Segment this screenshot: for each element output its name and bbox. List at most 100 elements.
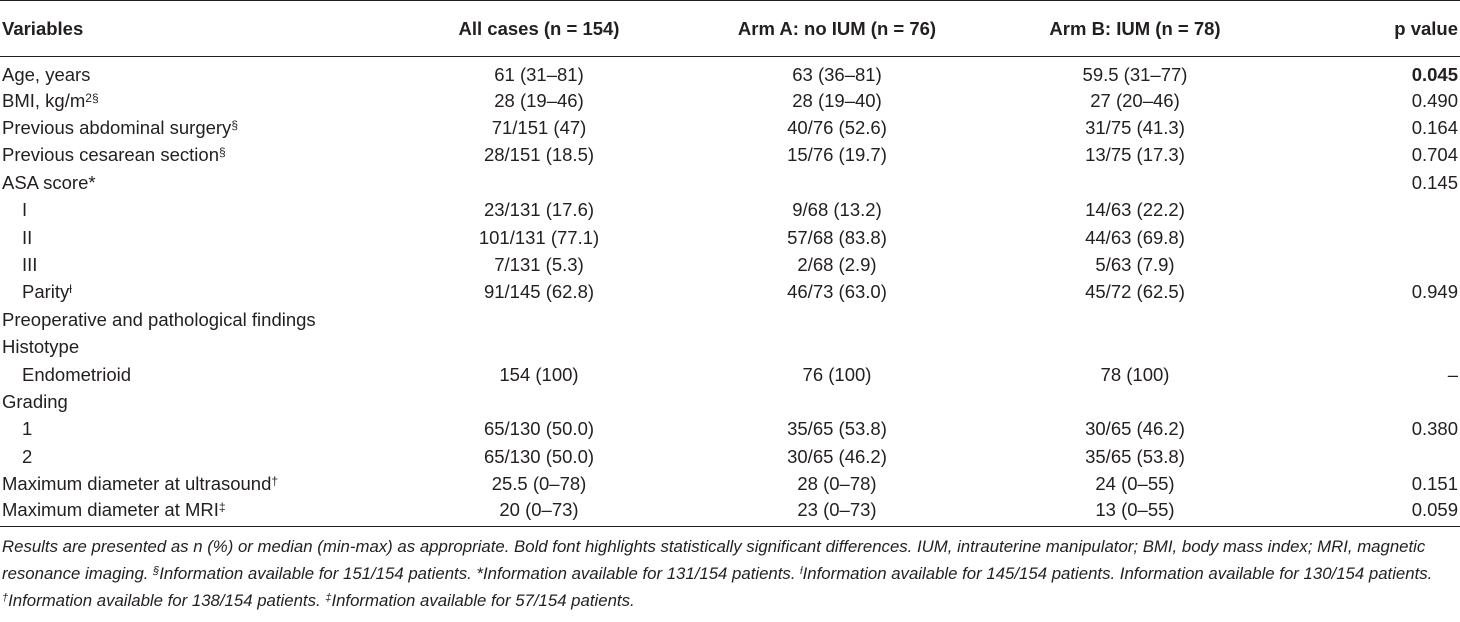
arm-a-cell — [688, 306, 986, 333]
row-label-cell: Preoperative and pathological findings — [0, 306, 390, 333]
arm-a-cell: 23 (0–73) — [688, 497, 986, 527]
header-arm-a: Arm A: no IUM (n = 76) — [688, 0, 986, 57]
footnote-text-5: Information available for 57/154 patient… — [331, 590, 635, 610]
p-value-cell: – — [1447, 363, 1458, 385]
row-label-cell: Endometrioid — [0, 361, 390, 388]
footnote-text-2: Information available for 151/154 patien… — [159, 563, 801, 583]
p-value-cell — [1284, 306, 1460, 333]
arm-b-cell: 5/63 (7.9) — [1095, 254, 1175, 276]
header-p-value: p value — [1284, 0, 1460, 57]
arm-b-cell: 14/63 (22.2) — [1085, 199, 1185, 221]
table-row: III 7/131 (5.3) 2/68 (2.9) 5/63 (7.9) — [0, 251, 1460, 278]
arm-b-cell: 13 (0–55) — [986, 497, 1284, 527]
row-label-cell: Maximum diameter at ultrasound† — [0, 470, 390, 497]
row-label: Histotype — [2, 336, 80, 358]
row-label: Previous cesarean section — [2, 144, 219, 166]
arm-a-cell: 2/68 (2.9) — [797, 254, 877, 276]
p-value-cell: 0.704 — [1411, 144, 1458, 166]
table-row: ASA score* 0.145 — [0, 169, 1460, 196]
arm-b-cell — [986, 388, 1284, 415]
row-label-cell: Previous abdominal surgery§ — [0, 114, 390, 141]
footnote-sup-4: ‡ — [325, 591, 332, 604]
table-row: Age, years 61 (31–81) 63 (36–81) 59.5 (31–7… — [0, 57, 1460, 88]
all-cases-cell: 65/130 (50.0) — [483, 445, 595, 467]
table-body: Age, years 61 (31–81) 63 (36–81) 59.5 (31–7… — [0, 57, 1460, 527]
p-value-cell: 0.164 — [1411, 117, 1458, 139]
row-label: Maximum diameter at MRI — [2, 498, 219, 520]
row-label-cell: Previous cesarean section§ — [0, 142, 390, 169]
arm-a-cell: 40/76 (52.6) — [787, 117, 887, 139]
row-label-cell: Grading — [0, 388, 390, 415]
all-cases-cell: 23/131 (17.6) — [483, 199, 595, 221]
table-row: Preoperative and pathological findings — [0, 306, 1460, 333]
all-cases-cell: 28/151 (18.5) — [483, 144, 595, 166]
all-cases-cell: 71/151 (47) — [491, 117, 587, 139]
row-label-cell: III — [0, 251, 390, 278]
row-label-footnote-marker: § — [218, 145, 226, 160]
table-row: Grading — [0, 388, 1460, 415]
arm-a-cell: 35/65 (53.8) — [787, 418, 887, 440]
row-label: Maximum diameter at ultrasound — [2, 473, 272, 495]
table-row: Histotype — [0, 334, 1460, 361]
row-label-cell: I — [0, 197, 390, 224]
arm-a-cell — [688, 334, 986, 361]
table-row: Endometrioid 154 (100) 76 (100) 78 (100) – — [0, 361, 1460, 388]
row-label: Previous abdominal surgery — [2, 117, 232, 139]
row-label-cell: Age, years — [0, 57, 390, 88]
p-value-cell — [1284, 443, 1460, 470]
arm-b-cell: 13/75 (17.3) — [1085, 144, 1185, 166]
table-header: Variables All cases (n = 154) Arm A: no … — [0, 0, 1460, 57]
arm-b-cell: 24 (0–55) — [1095, 473, 1175, 495]
all-cases-cell: 154 (100) — [499, 363, 579, 385]
p-value-cell: 0.490 — [1411, 89, 1458, 111]
row-label: ASA score* — [2, 171, 96, 193]
row-label-cell: Histotype — [0, 334, 390, 361]
row-label-cell: BMI, kg/m2§ — [0, 87, 390, 114]
table-row: Maximum diameter at ultrasound† 25.5 (0–7… — [0, 470, 1460, 497]
p-value-cell — [1284, 197, 1460, 224]
table-row: Previous abdominal surgery§ 71/151 (47) 40… — [0, 114, 1460, 141]
row-label: Endometrioid — [22, 363, 132, 385]
header-arm-b: Arm B: IUM (n = 78) — [986, 0, 1284, 57]
table-row: Maximum diameter at MRI‡ 20 (0–73) 23 (0–7… — [0, 497, 1460, 527]
all-cases-cell: 28 (19–46) — [494, 89, 584, 111]
row-label: Parity — [22, 281, 70, 303]
row-label-footnote-marker: ƚ — [69, 282, 72, 297]
footnote-text-3: Information available for 145/154 patien… — [802, 563, 1433, 583]
arm-a-cell: 63 (36–81) — [792, 64, 882, 85]
arm-a-cell: 28 (19–40) — [792, 89, 882, 111]
row-label-cell: ASA score* — [0, 169, 390, 196]
all-cases-cell — [390, 388, 688, 415]
p-value-cell: 0.145 — [1411, 171, 1458, 193]
table-row: II 101/131 (77.1) 57/68 (83.8) 44/63 (69.8) — [0, 224, 1460, 251]
p-value-cell: 0.380 — [1411, 418, 1458, 440]
all-cases-cell: 65/130 (50.0) — [483, 418, 595, 440]
all-cases-cell: 7/131 (5.3) — [494, 254, 584, 276]
arm-a-cell: 28 (0–78) — [797, 473, 877, 495]
footnote-sup-1: § — [153, 564, 160, 577]
p-value-cell: 0.151 — [1411, 473, 1458, 495]
header-all-cases: All cases (n = 154) — [390, 0, 688, 57]
header-row: Variables All cases (n = 154) Arm A: no … — [0, 0, 1460, 57]
table-row: Previous cesarean section§ 28/151 (18.5) 1… — [0, 142, 1460, 169]
all-cases-cell: 101/131 (77.1) — [478, 226, 600, 248]
row-label: II — [22, 226, 33, 248]
row-label: 2 — [22, 445, 33, 467]
row-label: Grading — [2, 390, 68, 412]
all-cases-cell — [390, 169, 688, 196]
row-label: Age, years — [2, 64, 91, 85]
arm-b-cell: 31/75 (41.3) — [1085, 117, 1185, 139]
table-row: 1 65/130 (50.0) 35/65 (53.8) 30/65 (46.2) 0.… — [0, 416, 1460, 443]
row-label-cell: Parityƚ — [0, 279, 390, 306]
all-cases-cell: 61 (31–81) — [494, 64, 584, 85]
all-cases-cell: 20 (0–73) — [390, 497, 688, 527]
arm-a-cell: 57/68 (83.8) — [787, 226, 887, 248]
footnote-sup-3: † — [2, 591, 9, 604]
row-label: Preoperative and pathological findings — [2, 308, 316, 330]
footnote-text-1: Results are presented as n (%) or median… — [2, 536, 1426, 583]
p-value-cell — [1284, 251, 1460, 278]
table-row: 2 65/130 (50.0) 30/65 (46.2) 35/65 (53.8) — [0, 443, 1460, 470]
footnote-sup-2: ƚ — [800, 564, 803, 577]
arm-a-cell — [688, 169, 986, 196]
arm-b-cell: 78 (100) — [1100, 363, 1170, 385]
